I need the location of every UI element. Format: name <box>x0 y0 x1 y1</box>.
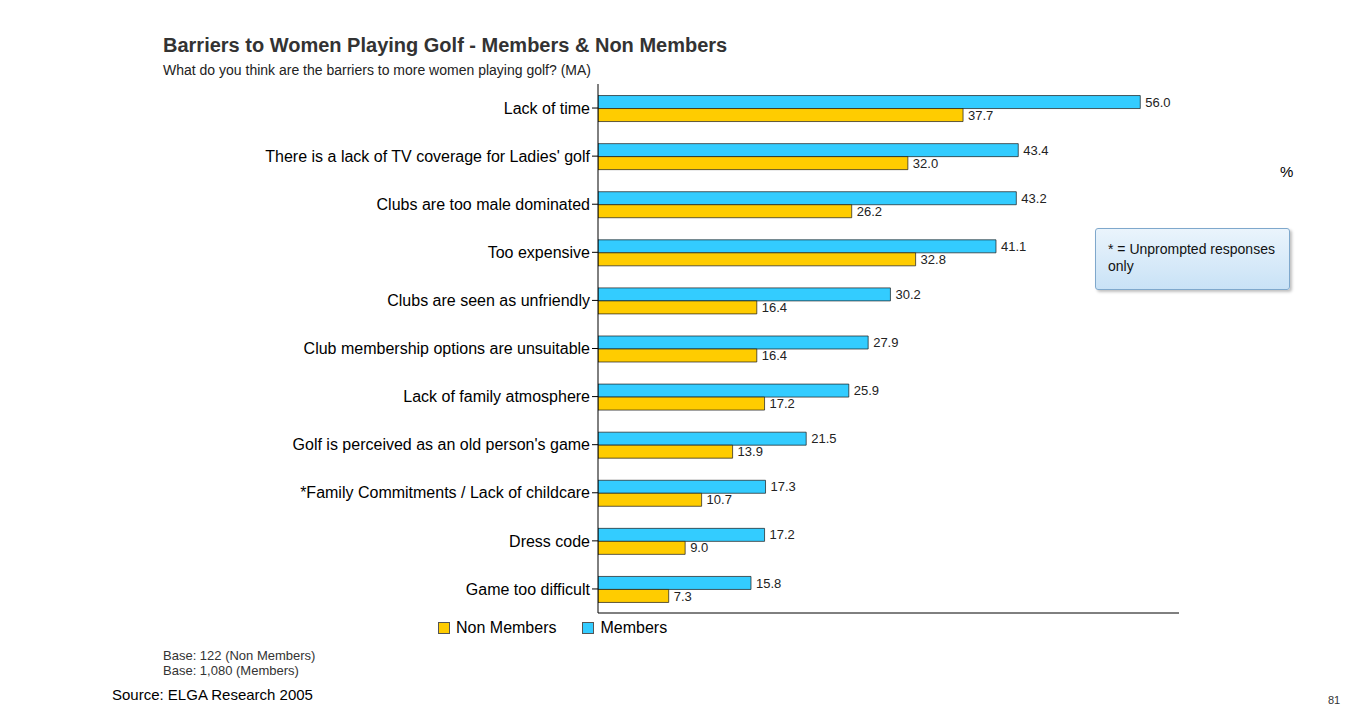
svg-text:9.0: 9.0 <box>690 540 708 555</box>
svg-text:Lack of time: Lack of time <box>504 100 590 117</box>
svg-text:13.9: 13.9 <box>738 444 763 459</box>
svg-text:Clubs are too male dominated: Clubs are too male dominated <box>377 196 590 213</box>
svg-text:Dress code: Dress code <box>509 533 590 550</box>
svg-text:Golf is perceived as an old pe: Golf is perceived as an old person's gam… <box>293 436 591 453</box>
svg-text:37.7: 37.7 <box>968 108 993 123</box>
svg-text:Game too difficult: Game too difficult <box>466 581 591 598</box>
svg-text:16.4: 16.4 <box>762 300 787 315</box>
svg-text:30.2: 30.2 <box>895 287 920 302</box>
html-text:Members: Members <box>600 619 668 636</box>
html-text:Base: 1,080 (Members): Base: 1,080 (Members) <box>163 663 299 678</box>
svg-text:16.4: 16.4 <box>762 348 787 363</box>
svg-text:15.8: 15.8 <box>756 576 781 591</box>
svg-text:43.2: 43.2 <box>1021 191 1046 206</box>
svg-text:26.2: 26.2 <box>857 204 882 219</box>
svg-text:32.8: 32.8 <box>921 252 946 267</box>
html-text:Base: 122 (Non Members): Base: 122 (Non Members) <box>163 648 316 663</box>
svg-text:32.0: 32.0 <box>913 156 938 171</box>
html-text:Barriers to Women Playing Golf: Barriers to Women Playing Golf - Members… <box>163 34 728 56</box>
svg-text:*Family Commitments / Lack of: *Family Commitments / Lack of childcare <box>300 484 590 501</box>
svg-text:Club membership options are un: Club membership options are unsuitable <box>304 340 590 357</box>
svg-text:There is a lack of TV coverage: There is a lack of TV coverage for Ladie… <box>265 148 590 165</box>
svg-text:Clubs are seen as unfriendly: Clubs are seen as unfriendly <box>387 292 590 309</box>
svg-text:21.5: 21.5 <box>811 431 836 446</box>
svg-text:56.0: 56.0 <box>1145 95 1170 110</box>
svg-text:10.7: 10.7 <box>707 492 732 507</box>
html-text:81: 81 <box>1328 694 1341 706</box>
svg-text:Lack of family atmosphere: Lack of family atmosphere <box>403 388 590 405</box>
svg-text:43.4: 43.4 <box>1023 143 1048 158</box>
svg-text:27.9: 27.9 <box>873 335 898 350</box>
html-text:What do you think are the barr: What do you think are the barriers to mo… <box>163 62 591 78</box>
svg-text:25.9: 25.9 <box>854 383 879 398</box>
svg-text:17.3: 17.3 <box>771 479 796 494</box>
html-text:Source: ELGA Research 2005: Source: ELGA Research 2005 <box>112 686 313 703</box>
html-text:Non Members: Non Members <box>456 619 557 636</box>
svg-text:Too expensive: Too expensive <box>488 244 590 261</box>
svg-text:41.1: 41.1 <box>1001 239 1026 254</box>
svg-text:17.2: 17.2 <box>770 396 795 411</box>
svg-text:17.2: 17.2 <box>770 527 795 542</box>
svg-text:7.3: 7.3 <box>674 589 692 604</box>
html-text:* = Unprompted responses only: * = Unprompted responses only <box>1108 241 1275 274</box>
